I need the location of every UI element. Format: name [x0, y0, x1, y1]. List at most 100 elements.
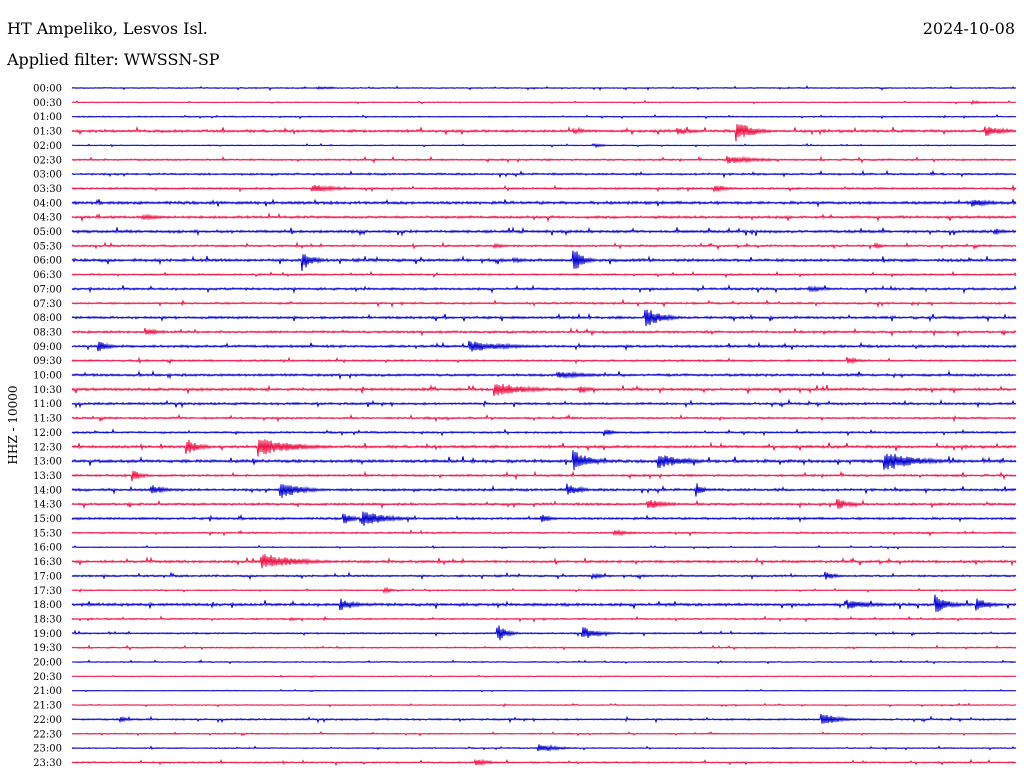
trace-1230 [71, 439, 1017, 457]
trace-1430 [71, 498, 1017, 510]
time-label: 08:30 [33, 327, 62, 338]
time-label: 17:00 [33, 571, 62, 582]
time-label: 11:00 [33, 399, 62, 410]
trace-1500 [71, 511, 1017, 526]
trace-1000 [71, 369, 1017, 381]
time-label: 00:30 [33, 98, 62, 109]
trace-0300 [71, 169, 1017, 179]
time-label: 06:30 [33, 270, 62, 281]
time-label: 09:00 [33, 342, 62, 353]
time-label: 08:00 [33, 313, 62, 324]
trace-0730 [71, 298, 1017, 309]
trace-0500 [71, 226, 1017, 237]
trace-1130 [71, 413, 1017, 423]
trace-2130 [71, 702, 1017, 708]
trace-2100 [71, 688, 1017, 693]
trace-1630 [71, 554, 1017, 569]
trace-0330 [71, 184, 1017, 194]
time-label: 13:00 [33, 457, 62, 468]
trace-0530 [71, 241, 1017, 251]
trace-2300 [71, 744, 1017, 752]
time-label: 02:30 [33, 155, 62, 166]
time-label: 12:30 [33, 442, 62, 453]
time-label: 15:00 [33, 514, 62, 525]
time-label: 05:00 [33, 227, 62, 238]
time-label: 19:30 [33, 643, 62, 654]
trace-1800 [71, 594, 1017, 612]
time-label: 21:30 [33, 701, 62, 712]
trace-0900 [71, 340, 1017, 352]
time-label: 18:00 [33, 600, 62, 611]
time-label: 07:30 [33, 299, 62, 310]
time-label: 10:30 [33, 385, 62, 396]
trace-2200 [71, 714, 1017, 724]
trace-2330 [71, 758, 1017, 767]
trace-0600 [71, 250, 1017, 272]
trace-2030 [71, 674, 1017, 679]
trace-0930 [71, 356, 1017, 365]
filter-label: Applied filter: WWSSN-SP [7, 50, 220, 69]
record-date: 2024-10-08 [922, 19, 1015, 38]
time-label: 14:00 [33, 485, 62, 496]
time-label: 15:30 [33, 528, 62, 539]
time-label: 01:30 [33, 127, 62, 138]
time-label: 09:30 [33, 356, 62, 367]
time-label: 03:30 [33, 184, 62, 195]
trace-1600 [71, 544, 1017, 550]
time-label: 23:00 [33, 744, 62, 755]
trace-1730 [71, 586, 1017, 595]
trace-1830 [71, 615, 1017, 623]
time-label: 01:00 [33, 112, 62, 123]
trace-1700 [71, 571, 1017, 581]
time-label: 20:00 [33, 658, 62, 669]
trace-0400 [71, 198, 1017, 208]
time-label: 18:30 [33, 614, 62, 625]
time-label: 11:30 [33, 414, 62, 425]
time-label: 10:00 [33, 371, 62, 382]
trace-0830 [71, 327, 1017, 338]
trace-0630 [71, 270, 1017, 279]
trace-0700 [71, 284, 1017, 295]
trace-0230 [71, 155, 1017, 164]
trace-1530 [71, 528, 1017, 537]
trace-0800 [71, 309, 1017, 327]
time-label: 04:30 [33, 213, 62, 224]
time-label: 22:30 [33, 729, 62, 740]
time-label: 16:30 [33, 557, 62, 568]
time-label: 13:30 [33, 471, 62, 482]
trace-1930 [71, 644, 1017, 651]
time-label: 17:30 [33, 586, 62, 597]
time-label: 04:00 [33, 198, 62, 209]
trace-1030 [71, 384, 1017, 397]
trace-0430 [71, 212, 1017, 223]
time-label: 20:30 [33, 672, 62, 683]
time-label: 16:00 [33, 543, 62, 554]
time-label: 02:00 [33, 141, 62, 152]
time-label: 00:00 [33, 84, 62, 95]
trace-1330 [71, 470, 1017, 482]
time-label: 03:00 [33, 170, 62, 181]
time-label: 07:00 [33, 284, 62, 295]
time-label: 22:00 [33, 715, 62, 726]
trace-1400 [71, 483, 1017, 498]
trace-1300 [71, 450, 1017, 471]
time-label: 12:00 [33, 428, 62, 439]
time-label-group: 00:00 00:30 01:00 01:30 02:00 02:30 03:00 03:30… [33, 84, 62, 769]
trace-2000 [71, 659, 1017, 665]
time-label: 21:00 [33, 686, 62, 697]
trace-1100 [71, 398, 1017, 409]
trace-2230 [71, 731, 1017, 737]
time-label: 06:00 [33, 256, 62, 267]
trace-0130 [71, 124, 1017, 142]
trace-0200 [71, 142, 1017, 149]
time-label: 05:30 [33, 241, 62, 252]
time-label: 23:30 [33, 758, 62, 769]
trace-0000 [71, 85, 1017, 92]
trace-0100 [71, 113, 1017, 120]
trace-0030 [71, 99, 1017, 106]
trace-1900 [71, 625, 1017, 641]
trace-1200 [71, 428, 1017, 437]
time-label: 14:30 [33, 500, 62, 511]
trace-group [71, 85, 1017, 767]
